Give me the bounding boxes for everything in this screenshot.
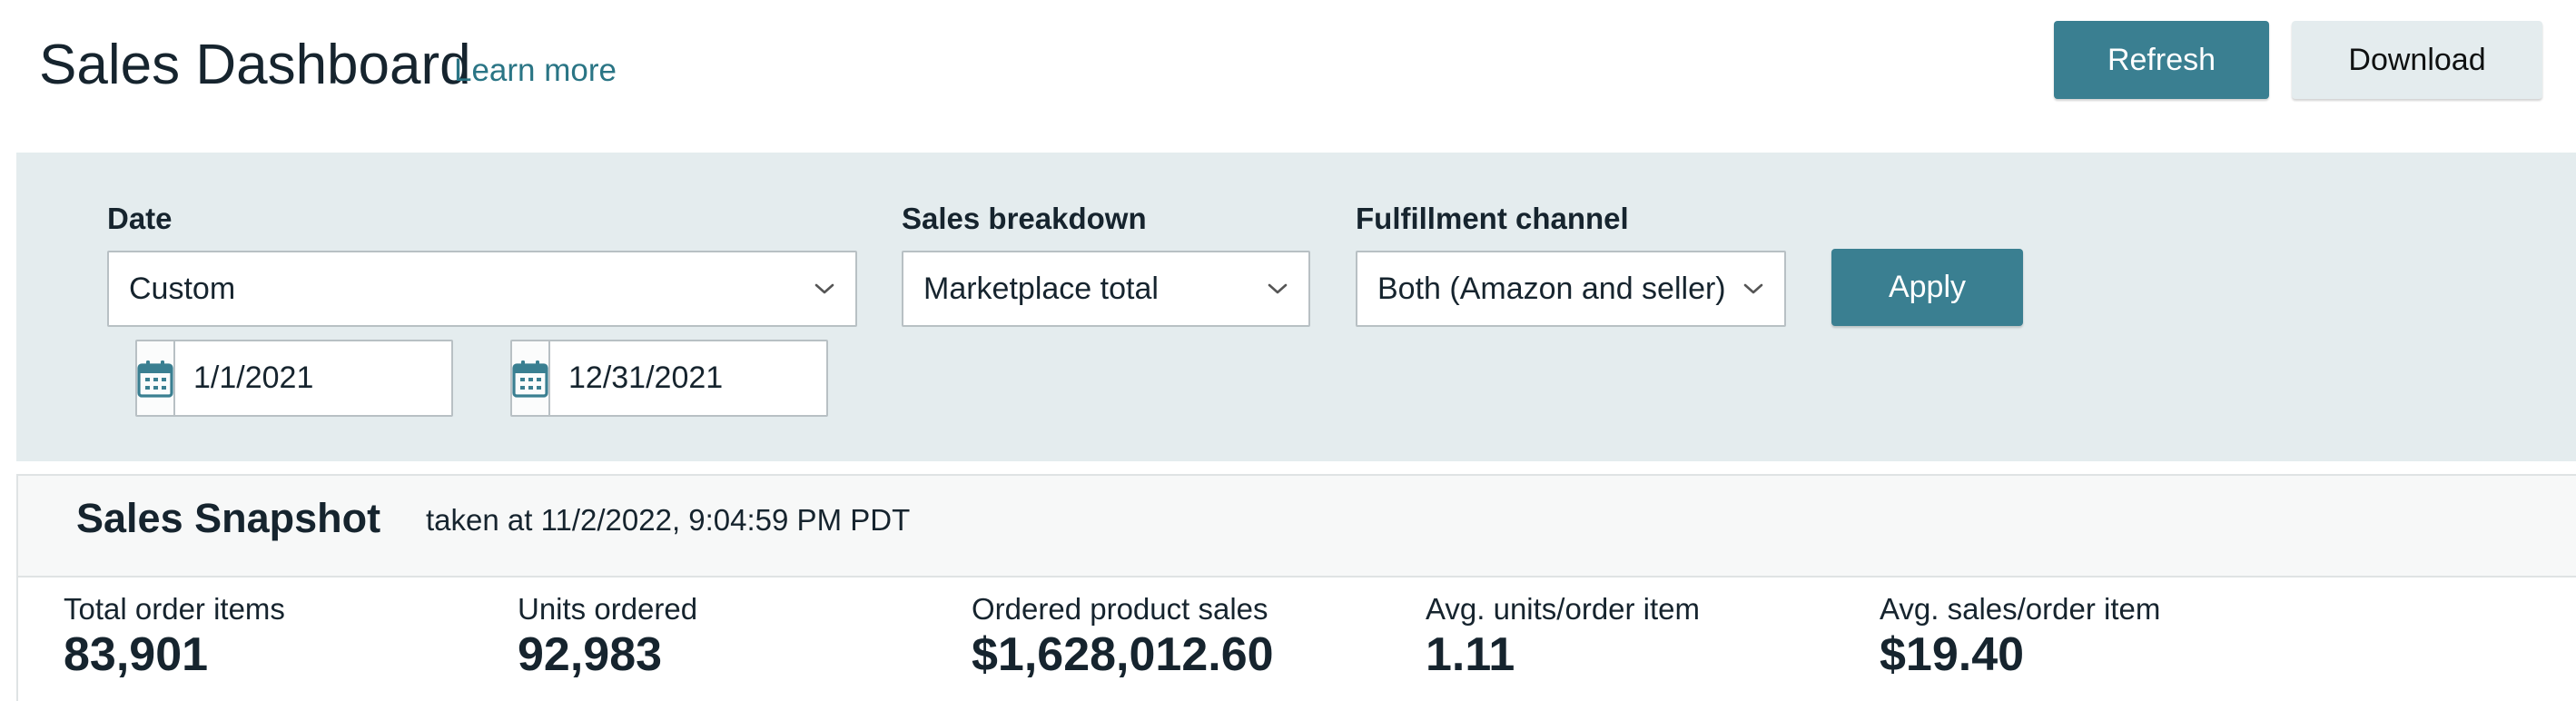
apply-button[interactable]: Apply bbox=[1831, 249, 2023, 326]
sales-breakdown-select[interactable]: Marketplace total bbox=[902, 251, 1310, 327]
start-date-calendar-button[interactable] bbox=[137, 341, 175, 415]
metric-avg-sales-per-order-item: Avg. sales/order item $19.40 bbox=[1880, 591, 2160, 682]
chevron-down-icon bbox=[1743, 283, 1763, 294]
date-range-value: Custom bbox=[129, 271, 236, 306]
fulfillment-channel-select[interactable]: Both (Amazon and seller) bbox=[1356, 251, 1786, 327]
learn-more-link[interactable]: Learn more bbox=[454, 53, 617, 88]
metric-total-order-items: Total order items 83,901 bbox=[64, 591, 285, 682]
calendar-icon bbox=[512, 360, 548, 398]
metric-value: 92,983 bbox=[518, 628, 663, 681]
metric-avg-units-per-order-item: Avg. units/order item 1.11 bbox=[1426, 591, 1700, 682]
metric-label: Avg. units/order item bbox=[1426, 592, 1701, 626]
chevron-down-icon bbox=[1268, 283, 1288, 294]
refresh-button[interactable]: Refresh bbox=[2054, 21, 2269, 99]
metrics-row bbox=[16, 578, 2576, 701]
start-date-field bbox=[135, 340, 596, 417]
metric-ordered-product-sales: Ordered product sales $1,628,012.60 bbox=[972, 591, 1274, 682]
calendar-icon bbox=[137, 360, 173, 398]
sales-breakdown-label: Sales breakdown bbox=[902, 202, 1147, 235]
metric-units-ordered: Units ordered 92,983 bbox=[518, 591, 697, 682]
date-label: Date bbox=[107, 202, 173, 235]
metric-value: $19.40 bbox=[1880, 628, 2025, 681]
download-button[interactable]: Download bbox=[2292, 21, 2542, 99]
metric-label: Avg. sales/order item bbox=[1880, 592, 2161, 626]
end-date-input[interactable] bbox=[550, 341, 971, 415]
metric-label: Total order items bbox=[64, 592, 285, 626]
end-date-calendar-button[interactable] bbox=[512, 341, 550, 415]
sales-breakdown-value: Marketplace total bbox=[923, 271, 1159, 306]
snapshot-header bbox=[16, 474, 2576, 578]
metric-label: Ordered product sales bbox=[972, 592, 1268, 626]
snapshot-title: Sales Snapshot bbox=[76, 495, 381, 541]
fulfillment-channel-label: Fulfillment channel bbox=[1356, 202, 1629, 235]
metric-value: 83,901 bbox=[64, 628, 209, 681]
chevron-down-icon bbox=[814, 283, 834, 294]
date-range-select[interactable]: Custom bbox=[107, 251, 857, 327]
metric-value: $1,628,012.60 bbox=[972, 628, 1274, 681]
end-date-field bbox=[510, 340, 971, 417]
page-title: Sales Dashboard bbox=[39, 34, 471, 96]
fulfillment-channel-value: Both (Amazon and seller) bbox=[1377, 271, 1726, 306]
snapshot-timestamp: taken at 11/2/2022, 9:04:59 PM PDT bbox=[426, 503, 911, 537]
metric-value: 1.11 bbox=[1426, 628, 1515, 681]
metric-label: Units ordered bbox=[518, 592, 698, 626]
